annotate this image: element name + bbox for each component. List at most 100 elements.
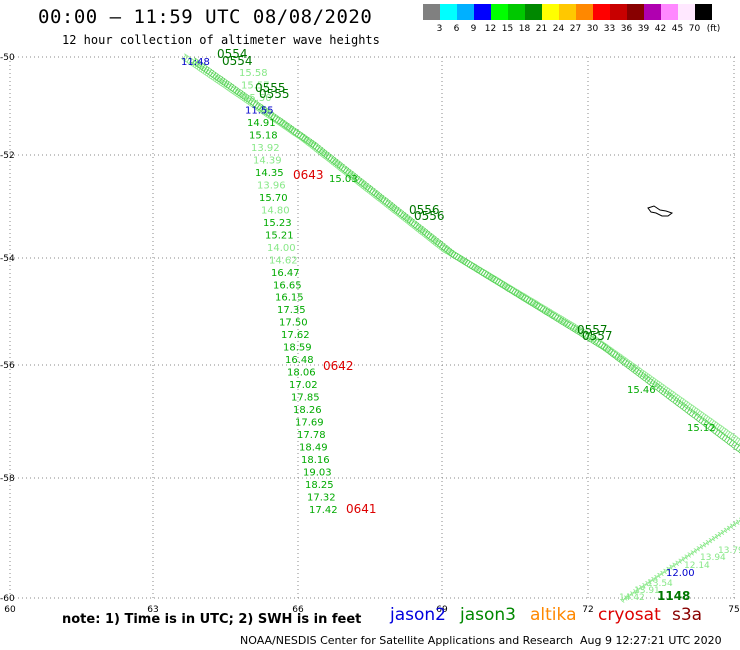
swh-smear: 1 [507, 286, 517, 297]
swh-smear: 1 [190, 61, 200, 72]
swh-smear: 1 [385, 200, 395, 211]
swh-smear: 1 [676, 555, 686, 566]
swh-smear: 1 [618, 594, 628, 605]
swh-smear: 1 [402, 214, 412, 225]
swh-smear: 1 [450, 252, 460, 263]
swh-smear: 1 [422, 230, 432, 241]
swh-smear: 1 [686, 404, 696, 415]
island-heard [647, 205, 674, 217]
swh-smear: 1 [380, 198, 390, 209]
swh-smear: 1 [624, 362, 634, 373]
swh-smear: 1 [584, 334, 594, 345]
swh-smear: 1 [620, 357, 630, 368]
swh-smear: 1 [720, 434, 730, 445]
swh-smear: 1 [326, 154, 336, 165]
swh-smear: 1 [674, 395, 684, 406]
swh-smear: 1 [344, 170, 354, 181]
swh-smear: 1 [438, 244, 448, 255]
swh-smear: 1 [247, 100, 257, 111]
swh-smear: 1 [317, 147, 327, 158]
time-label: 0556 [414, 209, 445, 223]
swh-smear: 1 [509, 288, 519, 299]
swh-smear: 1 [570, 325, 580, 336]
swh-smear: 1 [435, 240, 445, 251]
swh-smear: 1 [195, 61, 205, 72]
swh-smear: 1 [363, 185, 373, 196]
swh-smear: 1 [308, 140, 318, 151]
swh-smear: 1 [622, 360, 632, 371]
swh-smear: 1 [600, 343, 610, 354]
swh-smear: 1 [370, 188, 380, 199]
swh-smear: 1 [489, 275, 499, 286]
swh-smear: 1 [612, 351, 622, 362]
swh-smear: 1 [211, 74, 221, 85]
swh-smear: 1 [614, 353, 624, 364]
swh-smear: 1 [628, 363, 638, 374]
swh-smear: 1 [237, 93, 247, 104]
swh-smear: 1 [725, 437, 735, 448]
swh-smear: 1 [409, 219, 419, 230]
swh-smear: 1 [594, 339, 604, 350]
swh-smear: 1 [359, 180, 369, 191]
swh-smear: 1 [354, 176, 364, 187]
lat-label: -52 [0, 151, 15, 161]
time-label: 0554 [222, 54, 253, 68]
swh-smear: 1 [521, 295, 531, 306]
legend-label: 45 [671, 24, 684, 34]
swh-smear: 1 [568, 322, 578, 333]
swh-smear: 1 [682, 401, 692, 412]
swh-smear: 1 [398, 211, 408, 222]
legend-label: 36 [620, 24, 633, 34]
swh-smear: 1 [310, 143, 320, 154]
swh-smear: 1 [244, 95, 254, 106]
swh-smear: 1 [664, 392, 674, 403]
legend-swatch [508, 4, 525, 20]
swh-smear: 1 [730, 435, 740, 446]
swh-smear: 1 [389, 204, 399, 215]
swh-smear: 1 [206, 69, 216, 80]
swh-smear: 1 [604, 346, 614, 357]
swh-smear: 1 [713, 429, 723, 440]
swh-smear: 1 [706, 423, 716, 434]
swh-smear: 1 [241, 95, 251, 106]
swh-smear: 1 [273, 115, 283, 126]
legend-label: 42 [654, 24, 667, 34]
swh-smear: 1 [248, 98, 258, 109]
swh-smear: 1 [295, 131, 305, 142]
swh-smear: 1 [636, 368, 646, 379]
swh-smear: 1 [204, 67, 214, 78]
swh-smear: 1 [195, 63, 205, 74]
satellite-altika: altika [530, 605, 577, 625]
swh-smear: 1 [188, 59, 198, 70]
swh-smear: 1 [626, 363, 636, 374]
swh-smear: 1 [521, 294, 531, 305]
swh-smear: 1 [495, 279, 505, 290]
swh-smear: 1 [630, 586, 640, 597]
swh-smear: 1 [221, 81, 231, 92]
swh-smear: 1 [475, 266, 485, 277]
swh-smear: 1 [678, 398, 688, 409]
swh-smear: 1 [718, 527, 728, 538]
swh-smear: 1 [537, 305, 547, 316]
swh-smear: 1 [225, 84, 235, 95]
swh-smear: 1 [288, 127, 298, 138]
swh-smear: 1 [598, 342, 608, 353]
swh-smear: 1 [292, 130, 302, 141]
swh-smear: 1 [660, 385, 670, 396]
swh-smear: 1 [264, 109, 274, 120]
legend-swatch [559, 4, 576, 20]
swh-smear: 1 [199, 64, 209, 75]
swh-smear: 1 [622, 358, 632, 369]
time-label: 1148 [657, 589, 690, 603]
swh-smear: 1 [330, 160, 340, 171]
legend-label: 33 [603, 24, 616, 34]
swh-smear: 1 [199, 66, 209, 77]
swh-smear: 1 [505, 285, 515, 296]
swh-smear: 1 [562, 318, 572, 329]
swh-smear: 1 [380, 197, 390, 208]
swh-smear: 1 [530, 301, 540, 312]
swh-smear: 1 [294, 131, 304, 142]
latitude-labels: -50 -52 -54 -56 -58 -60 [0, 53, 15, 604]
swh-smear: 1 [342, 168, 352, 179]
